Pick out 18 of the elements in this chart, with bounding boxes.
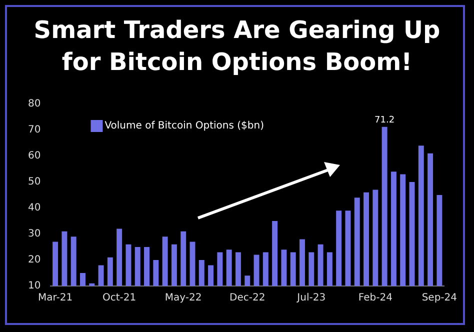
legend-label: Volume of Bitcoin Options ($bn): [104, 120, 264, 132]
y-tick-label: 20: [28, 254, 41, 266]
y-tick-label: 50: [28, 176, 41, 188]
x-tick-label: May-22: [164, 292, 202, 304]
x-tick-label: Jul-23: [296, 292, 326, 304]
y-tick-label: 10: [28, 280, 41, 292]
y-tick-label: 60: [28, 150, 41, 162]
x-tick-label: Sep-24: [422, 292, 458, 304]
data-label: 71.2: [374, 116, 395, 126]
x-tick-label: Oct-21: [102, 292, 136, 304]
y-tick-label: 80: [28, 98, 41, 110]
x-tick-label: Mar-21: [38, 292, 73, 304]
y-tick-label: 40: [28, 202, 41, 214]
y-tick-label: 70: [28, 124, 41, 136]
x-tick-label: Dec-22: [230, 292, 266, 304]
chart-title: Smart Traders Are Gearing Up for Bitcoin Options Boom!: [32, 15, 442, 78]
y-tick-label: 30: [28, 228, 41, 240]
x-tick-label: Feb-24: [358, 292, 392, 304]
